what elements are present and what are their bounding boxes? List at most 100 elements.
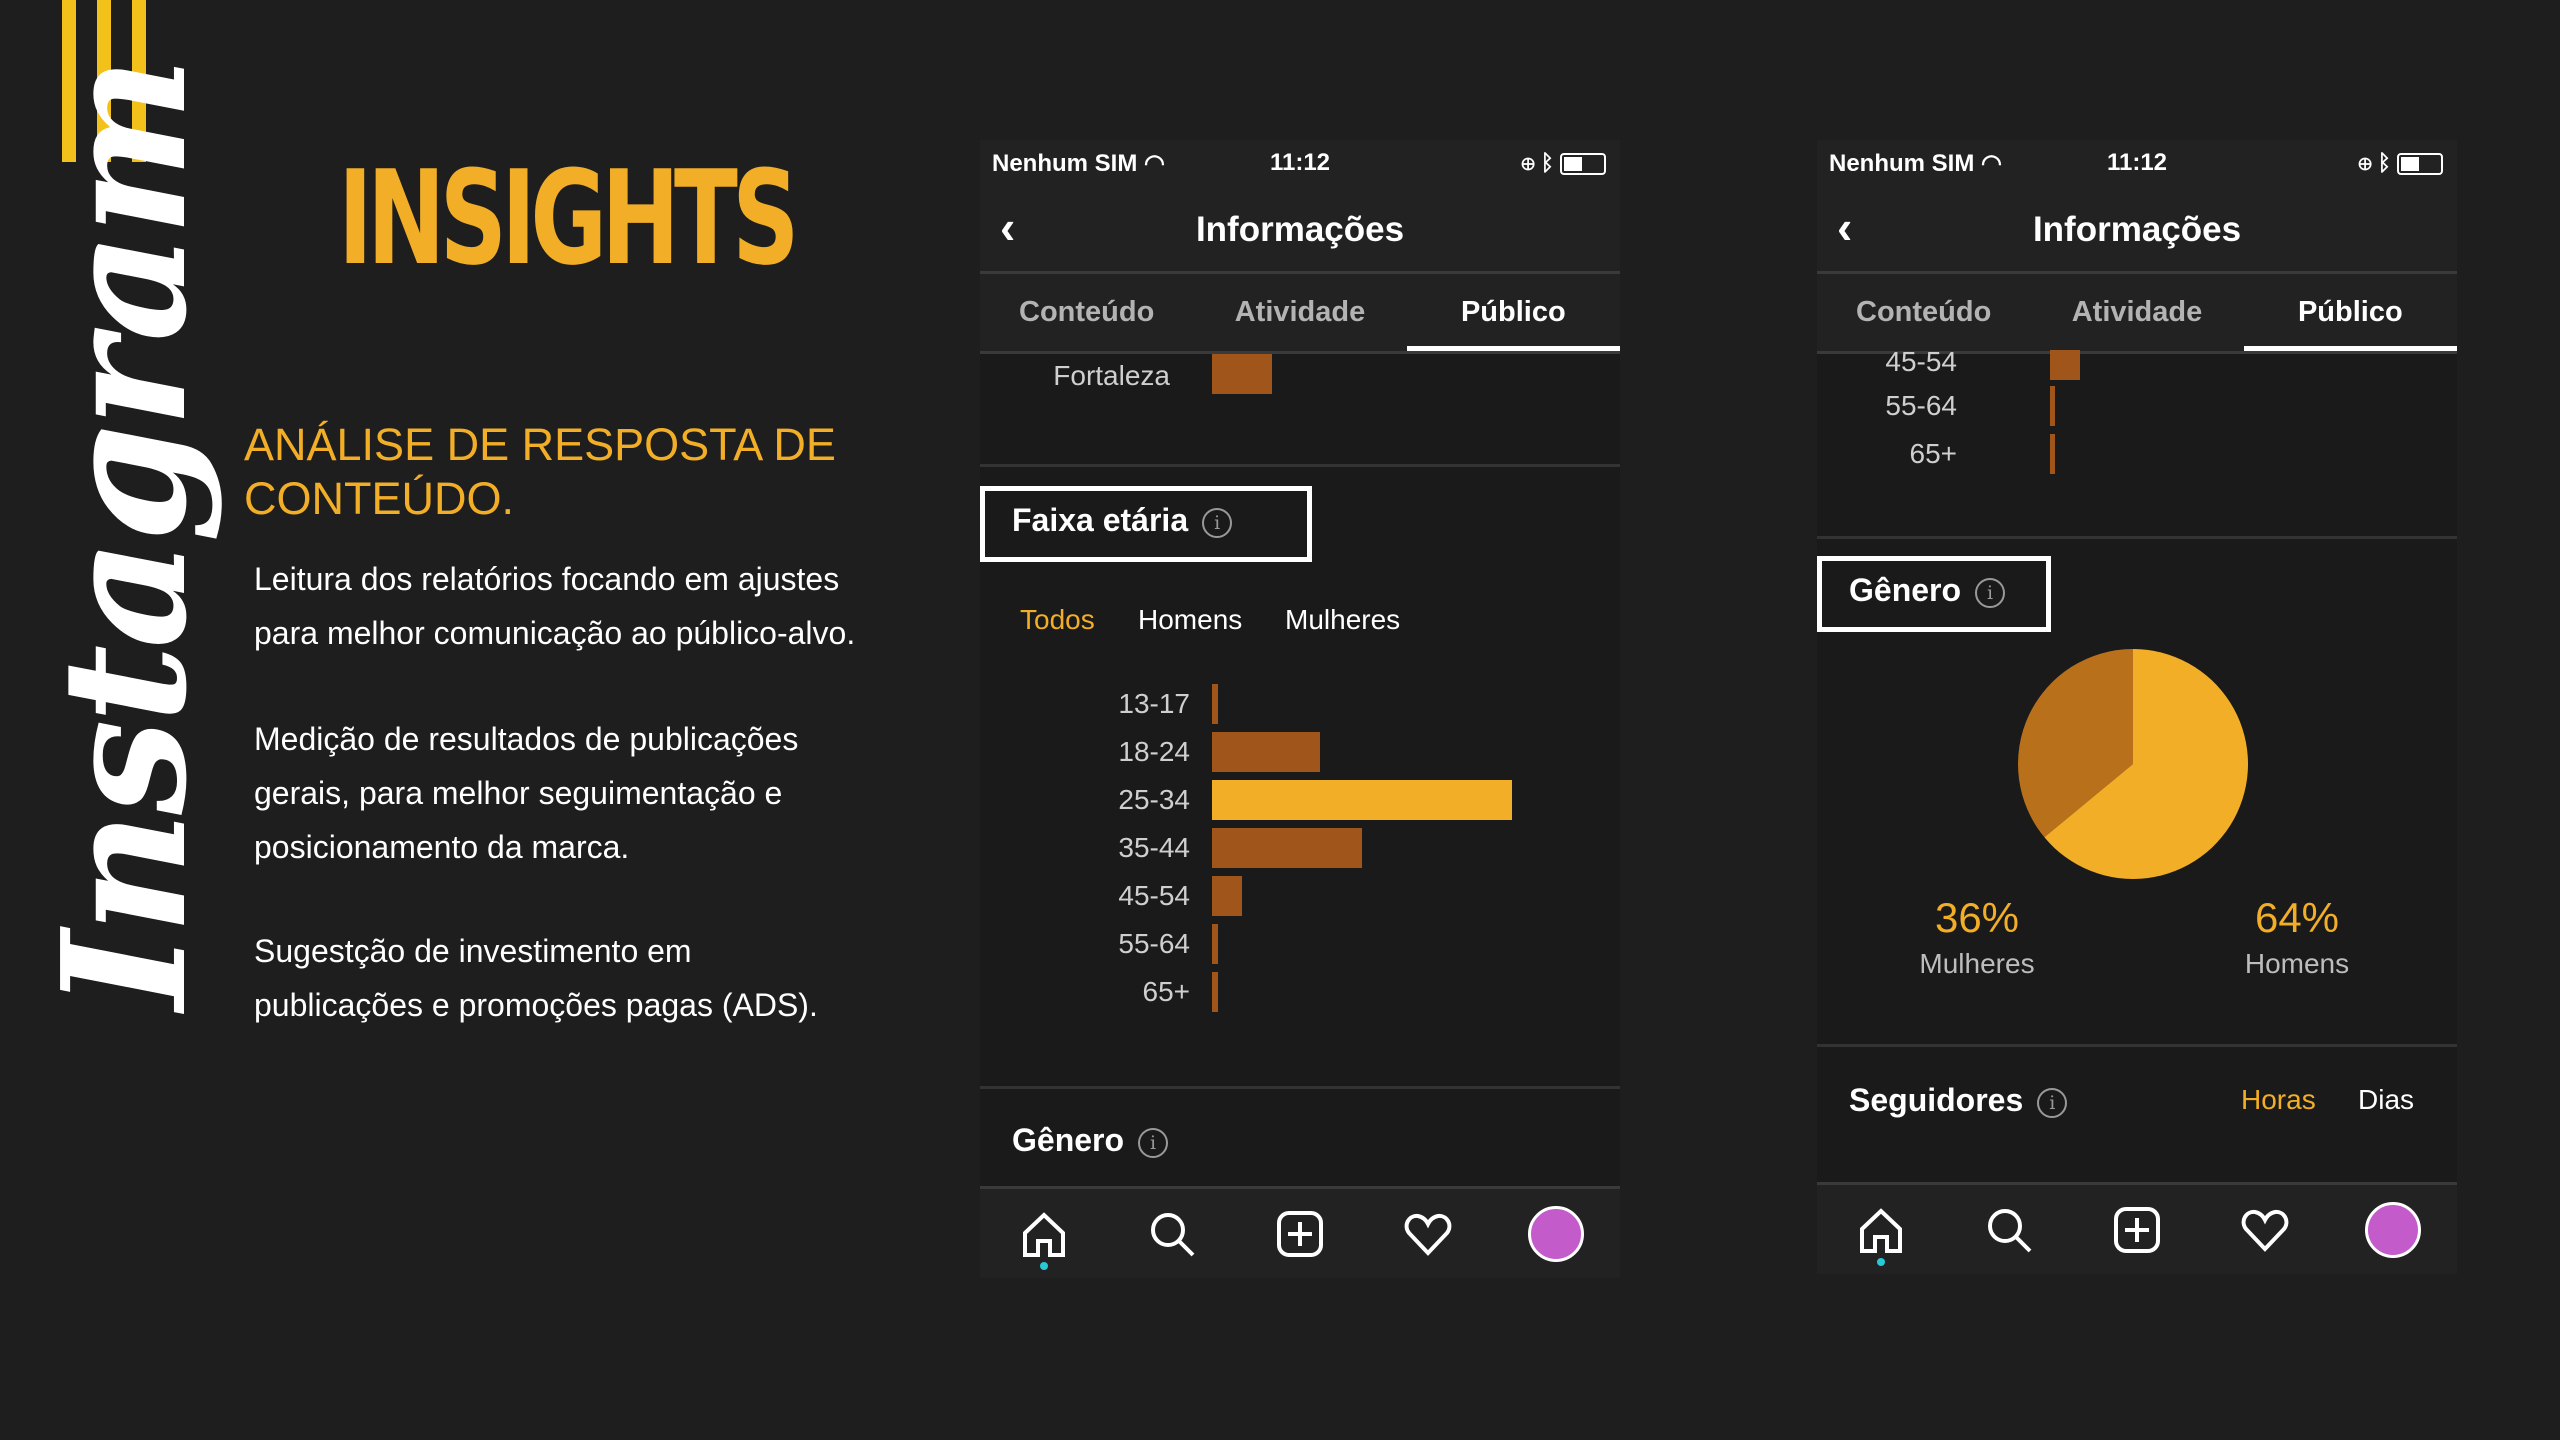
filter-mulheres[interactable]: Mulheres (1285, 604, 1401, 635)
status-bar: Nenhum SIM ◠ 11:12 ⊕ ᛒ (1817, 140, 2457, 186)
stripe (62, 0, 76, 162)
age-label: 18-24 (1118, 736, 1190, 767)
carrier-label: Nenhum SIM ◠ (1829, 150, 2002, 177)
age-label: 55-64 (1118, 928, 1190, 959)
nav-bar: ‹ Informações (1817, 186, 2457, 274)
audience-content: 45-54 55-64 65+ Gênero i 36% Mulheres 64%… (1817, 346, 2457, 1180)
slide-title: INSIGHTS (338, 142, 800, 294)
age-section-title: Faixa etária i (1012, 502, 1233, 539)
profile-avatar[interactable] (1526, 1204, 1586, 1264)
age-bar (1212, 972, 1218, 1012)
followers-section-title: Seguidores i (1849, 1082, 2068, 1119)
bottom-nav (1817, 1182, 2457, 1274)
slide-subtitle: ANÁLISE DE RESPOSTA DE CONTEÚDO. (244, 419, 836, 524)
tab-atividade[interactable]: Atividade (1234, 296, 1366, 328)
age-bar (1212, 732, 1320, 772)
add-post-icon[interactable] (1270, 1204, 1330, 1264)
decorative-stripes (62, 0, 146, 162)
age-bar (1212, 828, 1362, 868)
age-bar (1212, 924, 1218, 964)
highlight-box-age (980, 486, 1312, 562)
avatar (2365, 1201, 2421, 1258)
age-label: 45-54 (1885, 346, 1957, 377)
active-dot (1877, 1257, 1885, 1266)
paragraph-results: Medição de resultados de publicações ger… (254, 721, 799, 865)
age-label: 13-17 (1118, 688, 1190, 719)
age-label: 55-64 (1885, 390, 1957, 421)
city-label: Fortaleza (1053, 360, 1170, 391)
filter-todos[interactable]: Todos (1020, 604, 1095, 635)
divider (980, 1086, 1620, 1089)
divider (1817, 536, 2457, 539)
active-dot (1040, 1261, 1048, 1270)
profile-avatar[interactable] (2363, 1200, 2423, 1260)
status-icons: ⊕ ᛒ (1521, 150, 1606, 176)
women-percent: 36% (1934, 894, 2020, 941)
filter-horas[interactable]: Horas (2241, 1084, 2316, 1115)
age-label: 25-34 (1118, 784, 1190, 815)
status-icons: ⊕ ᛒ (2358, 150, 2443, 176)
highlight-box-gender (1817, 556, 2051, 632)
info-icon[interactable]: i (1202, 507, 1233, 538)
paragraph-ads: Sugestção de investimento em publicações… (254, 933, 818, 1023)
age-bar (1212, 780, 1512, 820)
home-icon[interactable] (1851, 1200, 1911, 1266)
pie-slice-homens (2044, 649, 2248, 879)
info-icon[interactable]: i (1975, 577, 2006, 608)
back-arrow-icon[interactable]: ‹ (1000, 201, 1016, 253)
tab-conteudo[interactable]: Conteúdo (1856, 296, 1992, 328)
stripe (97, 0, 111, 162)
search-icon[interactable] (1979, 1200, 2039, 1260)
phone-screenshot-age: Nenhum SIM ◠ 11:12 ⊕ ᛒ ‹ Informações Con… (980, 140, 1620, 1278)
filter-homens[interactable]: Homens (1138, 604, 1243, 635)
nav-title: Informações (1195, 210, 1405, 249)
pie-slice-mulheres (2018, 649, 2133, 838)
clock: 11:12 (1269, 149, 1331, 176)
wifi-icon: ◠ (1144, 150, 1165, 177)
age-bar (2050, 434, 2055, 474)
info-icon[interactable]: i (2037, 1087, 2068, 1118)
bottom-nav (980, 1186, 1620, 1278)
gender-section-title: Gênero i (1012, 1122, 1169, 1159)
tab-conteudo[interactable]: Conteúdo (1019, 296, 1155, 328)
age-bar (2050, 386, 2055, 426)
tab-publico[interactable]: Público (2243, 274, 2457, 351)
alarm-icon: ⊕ (1521, 150, 1535, 175)
age-bar (1212, 876, 1242, 916)
gender-pie-chart (2018, 649, 2248, 879)
stripe (132, 0, 146, 162)
city-bar (1212, 354, 1272, 394)
divider (1817, 1044, 2457, 1047)
men-percent: 64% (2254, 894, 2340, 941)
battery-icon (1560, 153, 1606, 176)
heart-icon[interactable] (1398, 1204, 1458, 1264)
nav-title: Informações (2032, 210, 2242, 249)
age-label: 35-44 (1118, 832, 1190, 863)
filter-dias[interactable]: Dias (2358, 1084, 2415, 1115)
tab-bar: Conteúdo Atividade Público (1817, 274, 2457, 354)
heart-icon[interactable] (2235, 1200, 2295, 1260)
home-icon[interactable] (1014, 1204, 1074, 1270)
nav-bar: ‹ Informações (980, 186, 1620, 274)
age-bar (2050, 350, 2080, 380)
age-label: 45-54 (1118, 880, 1190, 911)
paragraph-reports: Leitura dos relatórios focando em ajuste… (254, 561, 856, 651)
age-label: 65+ (1142, 976, 1191, 1007)
carrier-label: Nenhum SIM ◠ (992, 150, 1165, 177)
info-icon[interactable]: i (1138, 1127, 1169, 1158)
search-icon[interactable] (1142, 1204, 1202, 1264)
bluetooth-icon: ᛒ (2377, 150, 2391, 175)
status-bar: Nenhum SIM ◠ 11:12 ⊕ ᛒ (980, 140, 1620, 186)
battery-icon (2397, 153, 2443, 176)
gender-section-title: Gênero i (1849, 572, 2006, 609)
divider (980, 464, 1620, 467)
audience-content: Fortaleza Faixa etária i Todos Homens Mul… (980, 354, 1620, 1184)
avatar (1528, 1205, 1584, 1262)
tab-publico[interactable]: Público (1406, 274, 1620, 351)
women-label: Mulheres (1919, 948, 2035, 979)
add-post-icon[interactable] (2107, 1200, 2167, 1260)
tab-atividade[interactable]: Atividade (2071, 296, 2203, 328)
tab-bar: Conteúdo Atividade Público (980, 274, 1620, 354)
back-arrow-icon[interactable]: ‹ (1837, 201, 1853, 253)
age-bar (1212, 684, 1218, 724)
